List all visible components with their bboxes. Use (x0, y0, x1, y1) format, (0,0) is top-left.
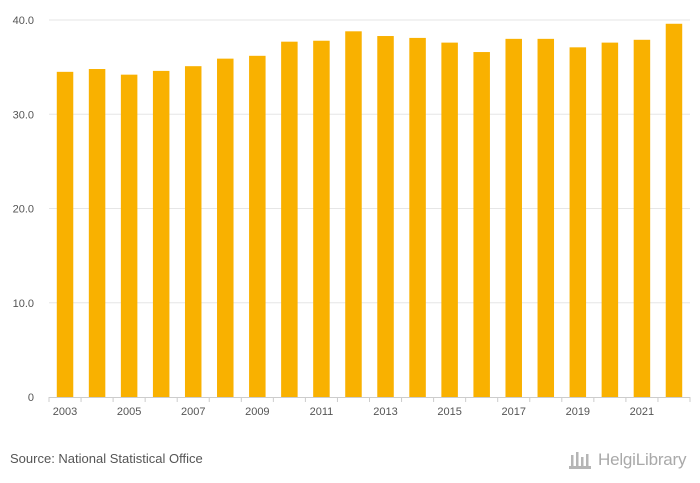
library-building-icon (569, 452, 591, 469)
bar-2021 (633, 39, 651, 397)
bar-2018 (537, 38, 555, 397)
bar-2006 (152, 70, 170, 398)
bar-2009 (249, 55, 266, 397)
y-tick-label: 10.0 (13, 298, 34, 310)
y-tick-label: 0 (28, 392, 34, 404)
logo-text: HelgiLibrary (598, 450, 687, 469)
bar-2004 (88, 69, 106, 397)
bar-2014 (409, 37, 426, 397)
bar-chart: 010.020.030.040.0 2003 2005 2007 2009 2011 20… (13, 15, 691, 418)
x-tick-label: 2003 (53, 406, 77, 418)
x-tick-label: 2013 (373, 406, 397, 418)
x-tick-label: 2011 (310, 406, 334, 418)
y-tick-label: 20.0 (13, 204, 34, 216)
bar-2017 (505, 38, 522, 397)
bar-2012 (345, 31, 362, 398)
x-tick-label: 2009 (245, 406, 269, 418)
x-tick-label: 2019 (566, 406, 590, 418)
x-tick-label: 2007 (181, 406, 205, 418)
grid-lines (49, 19, 690, 304)
y-tick-label: 30.0 (13, 109, 34, 121)
x-tick-label: 2021 (630, 406, 654, 418)
bar-2022 (665, 23, 683, 398)
bar-2007 (184, 66, 202, 398)
bar-2019 (569, 47, 587, 398)
helgi-library-logo: HelgiLibrary (568, 446, 687, 474)
bar-2003 (56, 71, 74, 398)
bar-2016 (473, 52, 490, 398)
bar-2010 (281, 41, 298, 398)
bar-2005 (120, 74, 138, 397)
bar-2008 (217, 58, 234, 397)
x-tick-label: 2017 (501, 406, 525, 418)
bar-2013 (377, 36, 394, 398)
y-axis-labels: 0 10.0 20.0 30.0 40.0 (13, 15, 34, 404)
bar-2020 (601, 42, 619, 398)
bar-2015 (441, 42, 458, 398)
x-axis: 2003 2005 2007 2009 2011 2013 2015 2017 2019 2021 (48, 397, 691, 418)
x-tick-label: 2005 (117, 406, 141, 418)
x-tick-label: 2015 (437, 406, 461, 418)
y-tick-label: 40.0 (13, 15, 34, 27)
bar-2011 (313, 40, 330, 398)
source-note: Source: National Statistical Office (10, 451, 203, 466)
bars (56, 23, 683, 398)
